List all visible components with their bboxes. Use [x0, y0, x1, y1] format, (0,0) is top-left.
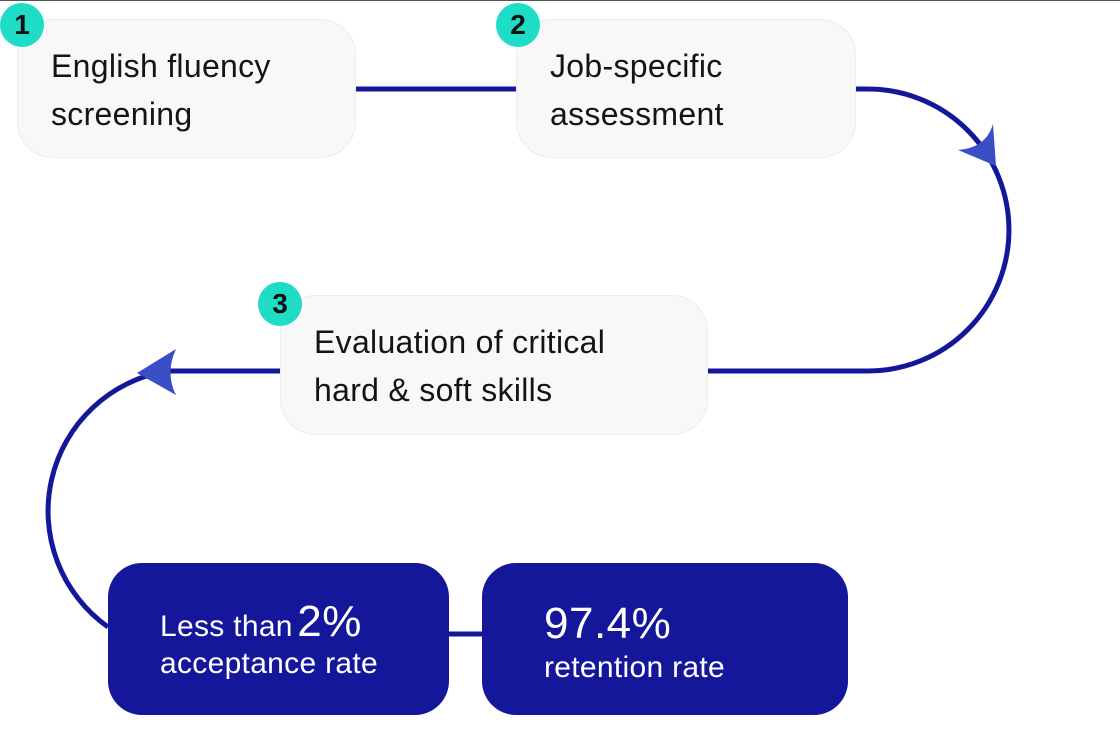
connector-step3-stats: [45, 368, 280, 630]
stat-card-acceptance-rate: Less than 2% acceptance rate: [108, 563, 449, 715]
step-number-badge: 2: [496, 3, 540, 47]
stat-caption: acceptance rate: [160, 647, 378, 680]
stat-caption: retention rate: [544, 651, 725, 684]
stat-prefix: Less than: [160, 610, 293, 643]
step-card-english-fluency: English fluency screening: [17, 19, 356, 158]
step-number-badge: 1: [0, 3, 44, 47]
arrowhead-down-icon: [958, 124, 996, 166]
stat-value: 97.4%: [544, 599, 672, 648]
step-label: Job-specific assessment: [550, 48, 724, 132]
stat-card-retention-rate: 97.4% retention rate: [482, 563, 848, 715]
step-label: Evaluation of critical hard & soft skill…: [314, 324, 606, 408]
step-card-job-assessment: Job-specific assessment: [516, 19, 856, 158]
top-border-line: [0, 0, 1120, 1]
step-number-badge: 3: [258, 282, 302, 326]
stat-value-line: Less than 2%: [160, 597, 362, 646]
stat-value: 2%: [297, 597, 362, 646]
arrowhead-left-icon: [137, 349, 176, 395]
step-label: English fluency screening: [51, 48, 271, 132]
step-card-skills-evaluation: Evaluation of critical hard & soft skill…: [280, 295, 708, 435]
connector-step2-step3: [708, 86, 1012, 374]
